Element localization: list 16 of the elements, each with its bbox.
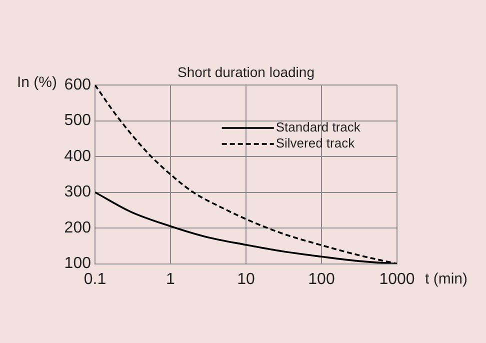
y-tick-label: 200 [64, 219, 92, 236]
x-tick-label: 100 [308, 270, 335, 288]
x-axis-title: t (min) [425, 270, 468, 288]
y-tick-label: 600 [64, 76, 92, 94]
y-tick-label: 300 [64, 184, 92, 201]
y-tick-label: 500 [64, 112, 92, 130]
y-tick-label: 100 [64, 255, 92, 272]
x-tick-label: 1 [166, 270, 176, 288]
y-tick-label: 400 [64, 148, 92, 165]
legend-label: Silvered track [276, 136, 356, 151]
x-tick-label: 10 [237, 270, 255, 288]
chart-title: Short duration loading [178, 64, 314, 80]
x-tick-label: 1000 [379, 270, 415, 288]
legend-label: Standard track [276, 120, 361, 135]
y-axis-title: In (%) [16, 74, 57, 92]
x-tick-label: 0.1 [84, 270, 106, 288]
